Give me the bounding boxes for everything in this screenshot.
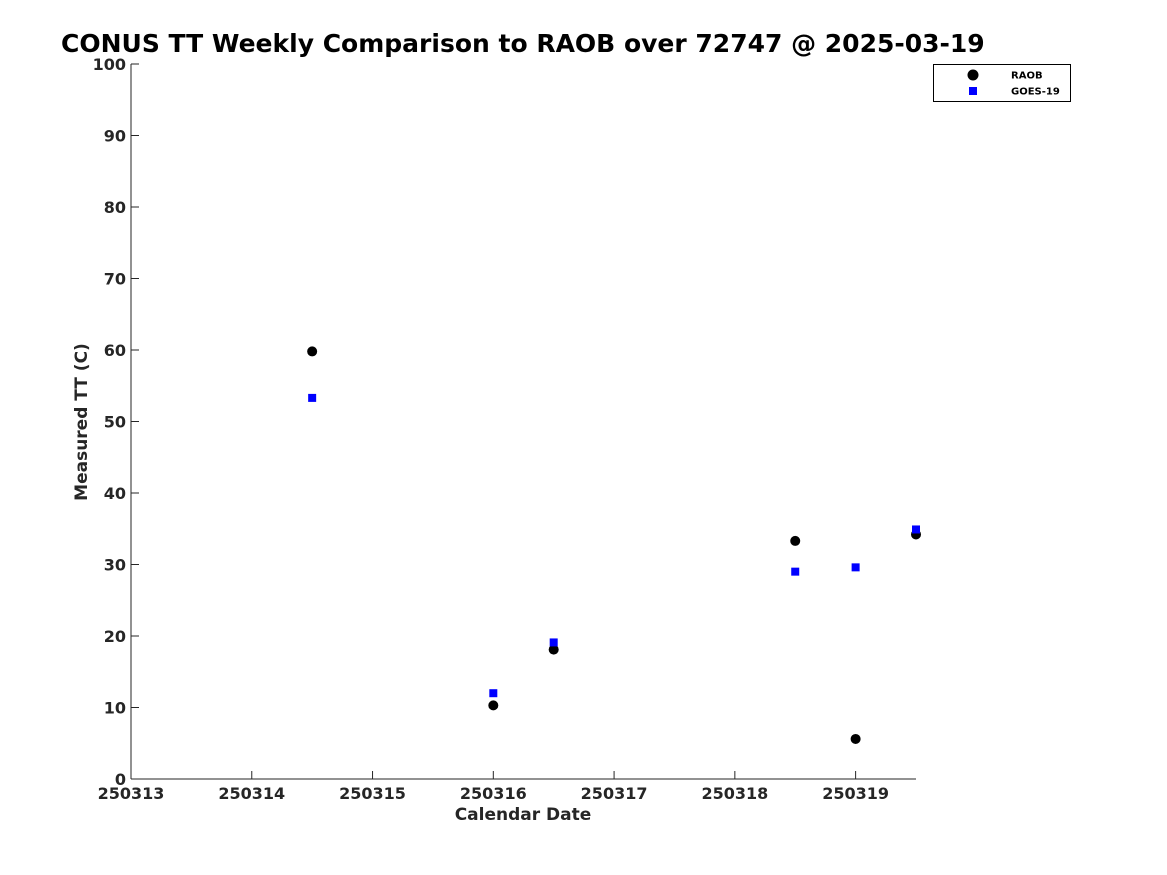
x-tick-label: 250314 (218, 784, 285, 803)
point-goes-19 (549, 638, 558, 647)
x-tick-label: 250319 (822, 784, 889, 803)
y-tick-label: 40 (104, 484, 126, 503)
y-tick-label: 20 (104, 627, 126, 646)
y-tick-label: 50 (104, 413, 126, 432)
x-tick-label: 250315 (339, 784, 406, 803)
x-ticks: 250313 250314 250315 250316 250317 250318 2503… (98, 771, 889, 803)
point-raob (850, 733, 861, 744)
y-tick-label: 30 (104, 556, 126, 575)
chart-title: CONUS TT Weekly Comparison to RAOB over … (61, 29, 985, 58)
point-raob (548, 644, 559, 655)
x-axis-label: Calendar Date (455, 805, 592, 825)
legend-marker-raob (967, 69, 979, 81)
y-tick-label: 80 (104, 198, 126, 217)
point-goes-19 (851, 563, 860, 572)
legend-label-goes-19: GOES-19 (1011, 87, 1060, 98)
x-tick-label: 250317 (581, 784, 648, 803)
x-tick-label: 250316 (460, 784, 527, 803)
point-goes-19 (489, 689, 498, 698)
y-tick-label: 0 (115, 770, 126, 789)
x-tick-label: 250313 (98, 784, 165, 803)
point-raob (488, 700, 499, 711)
data-points (307, 346, 921, 744)
point-goes-19 (791, 567, 800, 576)
point-raob (307, 346, 318, 357)
y-tick-label: 60 (104, 341, 126, 360)
y-tick-label: 100 (93, 55, 126, 74)
point-goes-19 (308, 393, 317, 402)
legend-label-raob: RAOB (1011, 71, 1043, 82)
y-tick-label: 70 (104, 270, 126, 289)
legend: RAOB GOES-19 (933, 64, 1071, 102)
point-goes-19 (912, 525, 920, 534)
x-tick-label: 250318 (701, 784, 768, 803)
y-axis-label: Measured TT (C) (72, 343, 92, 501)
legend-box (933, 64, 1071, 102)
legend-marker-goes-19 (969, 87, 977, 95)
y-ticks: 0 10 20 30 40 50 60 70 80 90 100 (93, 55, 139, 789)
point-raob (790, 535, 801, 546)
y-tick-label: 10 (104, 699, 126, 718)
y-tick-label: 90 (104, 127, 126, 146)
axes (130, 64, 916, 780)
